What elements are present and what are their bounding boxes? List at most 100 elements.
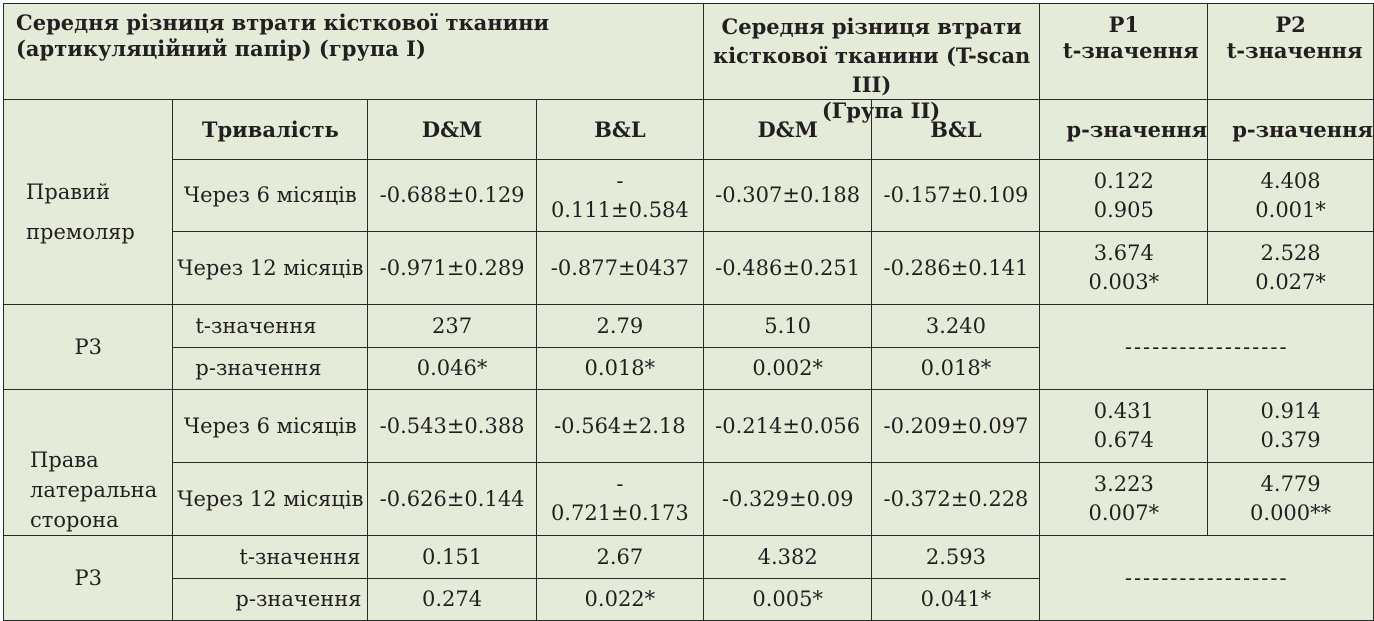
duration-cell: Через 12 місяців xyxy=(172,231,369,305)
section-label-1: Правий премоляр xyxy=(26,180,135,244)
dm1-header: D&M xyxy=(367,99,537,160)
p-label: p-значення xyxy=(172,347,369,390)
p2-cell: 4.408 0.001* xyxy=(1207,159,1374,232)
p2-p-header: p-значення xyxy=(1207,99,1374,160)
p3-p-value: 0.046* xyxy=(367,347,537,390)
p2-cell: 4.779 0.000** xyxy=(1207,462,1374,536)
t-value: 0.431 xyxy=(1093,399,1154,423)
duration-cell: Через 6 місяців xyxy=(172,159,369,232)
p-value: 0.000** xyxy=(1250,501,1332,525)
duration-header: Тривалість xyxy=(172,99,369,160)
t-value: 4.779 xyxy=(1260,472,1321,496)
p1-header-line1: P1 xyxy=(1108,12,1139,37)
section-label-2: Права латеральна сторона xyxy=(30,445,172,535)
section-label-cell-2: Права латеральна сторона xyxy=(2,389,174,536)
duration-cell: Через 12 місяців xyxy=(172,462,369,536)
p1-cell: 3.223 0.007* xyxy=(1039,462,1209,536)
section-label-line: латеральна xyxy=(30,478,158,502)
p3-p-value: 0.002* xyxy=(702,347,873,390)
group1-header: Середня різниця втрати кісткової тканини… xyxy=(3,3,704,100)
table-row: Через 12 місяців -0.971±0.289 -0.877±043… xyxy=(4,231,1374,305)
p1-cell: 3.674 0.003* xyxy=(1039,231,1209,305)
t-value: 2.528 xyxy=(1260,241,1321,265)
p3-t-value: 2.593 xyxy=(871,535,1041,579)
p-value: 0.001* xyxy=(1255,197,1326,222)
value-cell: -0.329±0.09 xyxy=(702,462,873,536)
value-cell: -0.688±0.129 xyxy=(367,159,537,232)
p1-cell: 0.431 0.674 xyxy=(1039,389,1209,463)
group2-header-line1: Середня різниця втрати xyxy=(721,14,1022,39)
p1-header: P1 t-значення xyxy=(1039,3,1209,100)
value-cell: -0.971±0.289 xyxy=(367,231,537,305)
t-value: 0.914 xyxy=(1260,399,1321,423)
value-cell: -0.307±0.188 xyxy=(702,159,873,232)
p-value: 0.379 xyxy=(1260,428,1321,452)
value-line: - xyxy=(616,472,624,496)
p2-header-line2: t-значення xyxy=(1226,38,1363,63)
dm2-header-text: D&M xyxy=(757,117,818,142)
t-value: 4.408 xyxy=(1260,168,1321,193)
p-value: 0.905 xyxy=(1093,197,1154,222)
header-row-2: Правий премоляр Тривалість D&M B&L (Груп… xyxy=(2,98,1374,305)
p-value: 0.007* xyxy=(1088,501,1160,525)
p2-header-line1: P2 xyxy=(1275,12,1306,37)
value-cell: -0.286±0.141 xyxy=(871,231,1041,305)
value-line: 0.111±0.584 xyxy=(550,197,689,222)
p3-p-value: 0.018* xyxy=(535,347,704,390)
value-cell: -0.877±0437 xyxy=(535,231,704,305)
table-row: Права латеральна сторона Через 6 місяців… xyxy=(2,389,1374,536)
t-label: t-значення xyxy=(172,535,369,579)
p-value: 0.674 xyxy=(1093,428,1154,452)
p2-cell: 0.914 0.379 xyxy=(1207,389,1374,463)
p2-header: P2 t-значення xyxy=(1207,3,1374,100)
t-value: 0.122 xyxy=(1093,168,1154,193)
dm2-header: (Група II) D&M xyxy=(702,98,940,160)
value-cell: -0.564±2.18 xyxy=(535,389,704,463)
group2-header-line3: (Група II) xyxy=(821,98,941,123)
value-cell: -0.372±0.228 xyxy=(871,462,1041,536)
value-line: 0.721±0.173 xyxy=(550,501,689,525)
p3-p-value: 0.041* xyxy=(871,578,1041,621)
section-label-line: Права xyxy=(30,448,99,472)
duration-cell: Через 6 місяців xyxy=(172,389,369,463)
p3-t-value: 3.240 xyxy=(871,304,1041,348)
section-label-cell-1: Правий премоляр xyxy=(2,99,174,305)
p3-p-value: 0.018* xyxy=(871,347,1041,390)
p3-t-value: 5.10 xyxy=(702,304,873,348)
p3-t-value: 237 xyxy=(367,304,537,348)
value-line: - xyxy=(616,168,624,193)
value-cell: - 0.721±0.173 xyxy=(535,462,704,536)
group2-header-line2: кісткової тканини (T-scan III) xyxy=(712,43,1031,97)
value-cell: - 0.111±0.584 xyxy=(535,159,704,232)
p3-p-value: 0.022* xyxy=(535,578,704,621)
p3-p-value: 0.274 xyxy=(367,578,537,621)
p-label: p-значення xyxy=(172,578,369,621)
p3-t-row: P3 t-значення 237 2.79 5.10 3.240 ------… xyxy=(2,304,1374,390)
table-row: Через 12 місяців -0.626±0.144 - 0.721±0.… xyxy=(4,462,1374,536)
p1-header-line2: t-значення xyxy=(1062,38,1199,63)
dashes-cell: ------------------ xyxy=(1039,535,1374,621)
value-cell: -0.157±0.109 xyxy=(871,159,1041,232)
p3-label: P3 xyxy=(2,304,174,390)
p-value: 0.027* xyxy=(1255,270,1326,294)
p1-cell: 0.122 0.905 xyxy=(1039,159,1209,232)
value-cell: -0.214±0.056 xyxy=(702,389,873,463)
p3-t-value: 0.151 xyxy=(367,535,537,579)
p3-t-value: 4.382 xyxy=(702,535,873,579)
bl2-header: B&L xyxy=(871,99,1041,160)
t-value: 3.223 xyxy=(1093,472,1154,496)
p3-p-value: 0.005* xyxy=(702,578,873,621)
value-cell: -0.543±0.388 xyxy=(367,389,537,463)
group1-header-text: Середня різниця втрати кісткової тканини… xyxy=(16,10,550,61)
header-row-1: Середня різниця втрати кісткової тканини… xyxy=(3,3,1374,100)
p3-t-value: 2.79 xyxy=(535,304,704,348)
p3-label: P3 xyxy=(2,535,174,621)
t-value: 3.674 xyxy=(1093,241,1154,265)
t-label: t-значення xyxy=(172,304,369,348)
p2-cell: 2.528 0.027* xyxy=(1207,231,1374,305)
p-value: 0.003* xyxy=(1088,270,1160,294)
section-label-line: сторона xyxy=(30,508,119,532)
value-cell: -0.626±0.144 xyxy=(367,462,537,536)
p3-t-row: P3 t-значення 0.151 2.67 4.382 2.593 ---… xyxy=(2,535,1374,621)
value-cell: -0.209±0.097 xyxy=(871,389,1041,463)
